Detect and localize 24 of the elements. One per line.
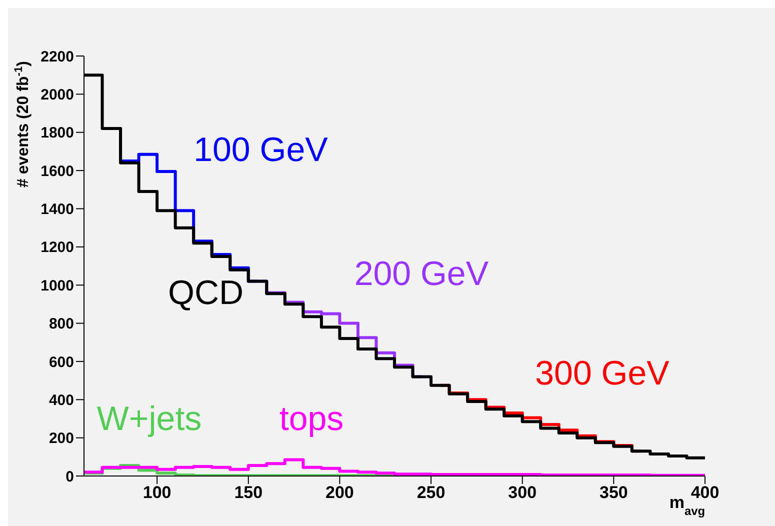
y-tick-label: 1800 [40, 124, 74, 142]
y-tick-label: 1000 [40, 277, 74, 294]
y-tick-label: 200 [48, 430, 74, 448]
y-tick-label: 1400 [40, 201, 74, 218]
y-tick-label: 400 [48, 392, 74, 409]
y-tick-label: 2200 [40, 48, 74, 66]
series-label: tops [279, 400, 344, 438]
y-tick-label: 600 [48, 354, 74, 371]
y-tick-label: 800 [48, 316, 74, 333]
x-tick-label: 250 [416, 483, 446, 502]
y-tick-label: 1200 [40, 239, 74, 256]
x-tick-label: 100 [142, 483, 172, 502]
series-label: W+jets [96, 400, 202, 438]
series-label: 300 GeV [535, 354, 670, 392]
y-tick-label: 2000 [40, 86, 74, 104]
x-tick-label: 200 [326, 483, 354, 502]
series-label: 200 GeV [354, 255, 489, 294]
x-tick-label: 350 [599, 483, 628, 502]
y-tick-label: 1600 [40, 162, 74, 180]
series-label: 100 GeV [194, 131, 328, 169]
x-tick-label: 300 [508, 483, 537, 502]
x-tick-label: 150 [234, 483, 263, 502]
series-label: QCD [168, 274, 244, 312]
y-tick-label: 0 [66, 468, 74, 486]
